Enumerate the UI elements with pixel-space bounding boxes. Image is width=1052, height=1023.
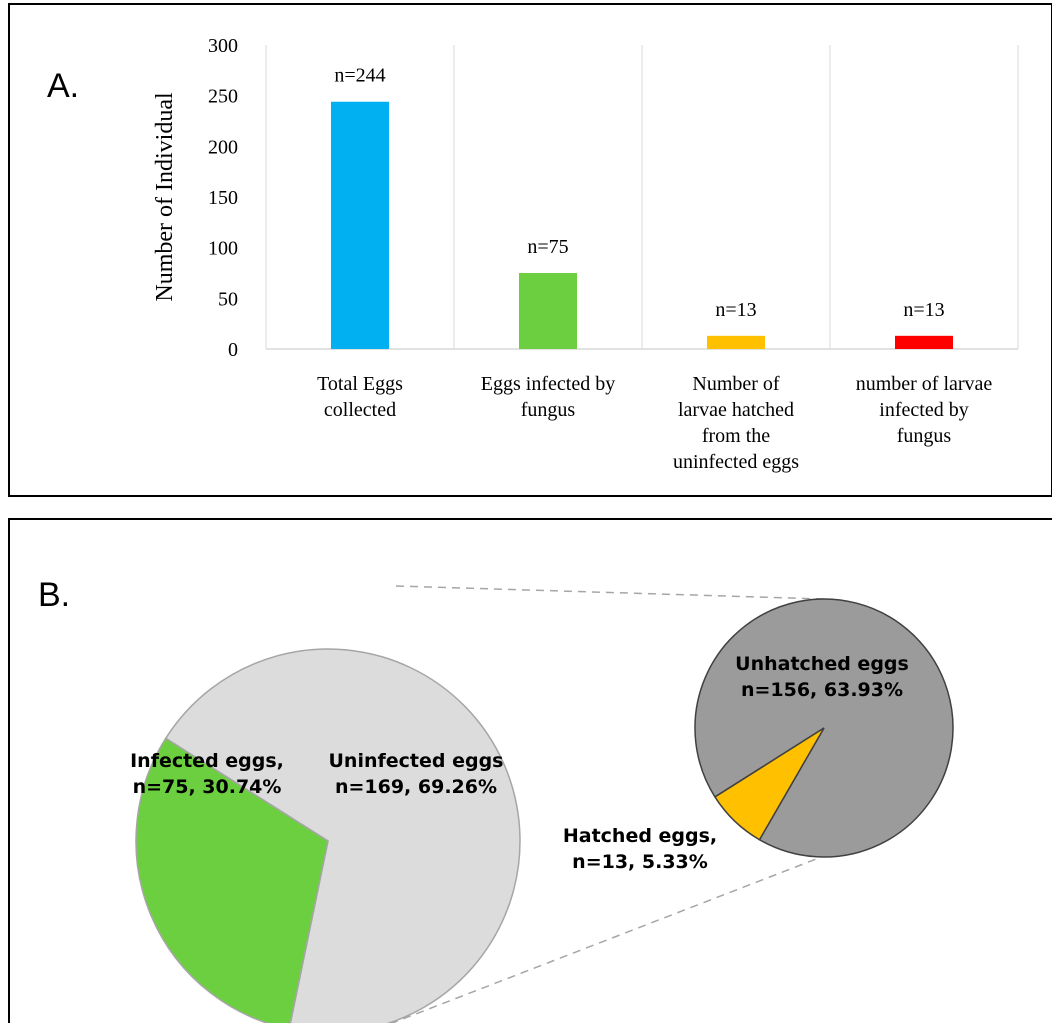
x-tick-label: number of larvae xyxy=(856,373,993,395)
x-tick-label: infected by xyxy=(879,399,968,421)
panel-label-b: B. xyxy=(38,576,71,614)
y-tick-label: 250 xyxy=(208,86,238,108)
pie-slice-uninfected xyxy=(164,648,521,1023)
x-tick-label: Number of xyxy=(692,373,780,395)
bar xyxy=(519,273,577,349)
data-label: n=13 xyxy=(715,299,756,321)
data-label: n=13 xyxy=(903,299,944,321)
x-tick-label: larvae hatched xyxy=(678,399,794,421)
pie-label-infected: n=75, 30.74% xyxy=(133,776,282,798)
pie-label-uninfected: n=169, 69.26% xyxy=(335,776,497,798)
y-axis-label: Number of Individual xyxy=(152,92,178,302)
pie-slice-infected xyxy=(135,737,329,1023)
x-tick-label: collected xyxy=(324,399,396,421)
bar xyxy=(895,335,953,349)
bar-chart-panel: A. 0 50 100 150 200 250 300 Number of Individua… xyxy=(8,3,1052,497)
y-tick-label: 50 xyxy=(218,288,238,310)
pie-label-hatched: Hatched eggs, xyxy=(563,825,717,847)
y-tick-label: 300 xyxy=(208,35,238,57)
panel-label-a: A. xyxy=(47,67,80,105)
pie-label-hatched: n=13, 5.33% xyxy=(572,851,708,873)
pie-label-infected: Infected eggs, xyxy=(130,750,284,772)
pie-label-unhatched: n=156, 63.93% xyxy=(741,679,903,701)
pie-label-unhatched: Unhatched eggs xyxy=(735,653,909,675)
bar-chart: 0 50 100 150 200 250 300 Number of Individual n=… xyxy=(152,35,1019,473)
bar xyxy=(707,335,765,349)
pie-chart: Infected eggs, n=75, 30.74% Uninfected egg… xyxy=(130,585,954,1023)
pie-chart-panel: B. Infected eggs, n=75, 30.74% Uninfected … xyxy=(8,518,1052,1023)
x-tick-label: Total Eggs xyxy=(317,373,403,395)
connector-line xyxy=(390,855,825,1023)
pie-label-uninfected: Uninfected eggs xyxy=(329,750,504,772)
pie-slice-hatched xyxy=(713,727,825,841)
x-tick-label: from the xyxy=(702,425,770,447)
connector-line xyxy=(395,585,825,600)
y-tick-label: 200 xyxy=(208,136,238,158)
x-tick-label: uninfected eggs xyxy=(673,451,799,473)
data-label: n=244 xyxy=(334,65,385,87)
y-tick-label: 100 xyxy=(208,238,238,260)
y-tick-label: 0 xyxy=(228,339,238,361)
x-tick-label: fungus xyxy=(897,425,952,447)
y-tick-label: 150 xyxy=(208,187,238,209)
x-tick-label: Eggs infected by xyxy=(481,373,615,395)
x-tick-label: fungus xyxy=(521,399,576,421)
data-label: n=75 xyxy=(527,236,568,258)
bar xyxy=(331,101,389,349)
